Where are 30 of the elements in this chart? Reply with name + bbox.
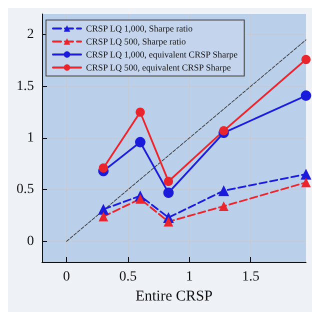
point	[218, 201, 229, 211]
x-tick-label: 1.5	[242, 270, 260, 284]
legend-label: CRSP LQ 500, equivalent CRSP Sharpe	[86, 62, 231, 72]
point	[98, 212, 108, 222]
point	[164, 176, 174, 186]
legend-label: CRSP LQ 1,000, Sharpe ratio	[86, 24, 194, 34]
point	[98, 204, 109, 215]
legend-label: CRSP LQ 1,000, equivalent CRSP Sharpe	[86, 50, 238, 60]
y-tick-label: 2	[27, 27, 34, 42]
point	[301, 178, 311, 188]
x-axis-title: Entire CRSP	[135, 288, 213, 304]
point	[136, 108, 145, 117]
point	[219, 126, 228, 136]
x-tick-label: 1	[186, 270, 193, 284]
point	[301, 54, 311, 64]
point	[135, 136, 146, 148]
y-tick-label: 0	[27, 234, 34, 249]
point	[163, 188, 174, 198]
point	[98, 163, 108, 173]
point	[300, 90, 312, 101]
point	[300, 168, 312, 180]
legend-label: CRSP LQ 500, Sharpe ratio	[86, 36, 186, 46]
y-tick-label: 1.5	[16, 78, 34, 94]
x-tick-label: 0	[63, 270, 70, 284]
x-tick-label: 0.5	[119, 270, 137, 284]
point	[164, 216, 174, 226]
point	[218, 185, 230, 196]
y-tick-label: 1	[27, 130, 34, 146]
y-tick-label: 0.5	[16, 182, 34, 198]
point	[135, 194, 146, 204]
